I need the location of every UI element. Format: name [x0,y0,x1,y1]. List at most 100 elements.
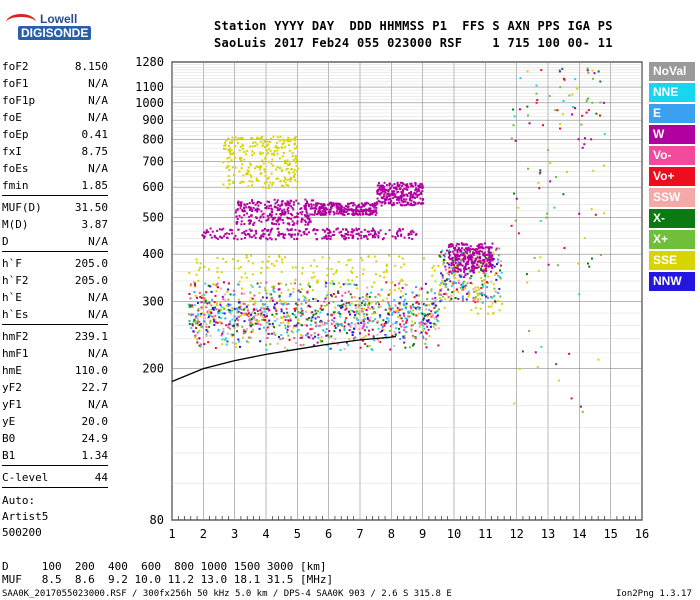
echo-point [329,208,332,211]
echo-point [320,304,323,307]
echo-point [578,212,581,215]
echo-point [489,254,492,257]
echo-point [463,276,466,279]
echo-point [256,166,259,169]
echo-point [474,296,477,299]
echo-point [338,231,341,234]
echo-point [270,227,273,230]
echo-point [599,80,602,83]
echo-point [272,181,275,184]
echo-point [403,329,406,332]
echo-point [554,175,557,178]
echo-point [449,243,452,246]
echo-point [268,309,271,312]
echo-point [268,233,271,236]
echo-point [293,216,296,219]
echo-point [263,318,266,321]
echo-point [297,298,300,301]
echo-point [452,261,455,264]
echo-point [243,209,246,212]
echo-point [264,289,267,292]
echo-point [598,114,601,117]
echo-point [399,296,402,299]
echo-point [234,211,237,214]
param-name: foF2 [2,60,29,73]
echo-point [461,295,464,298]
echo-point [396,231,399,234]
echo-point [330,268,333,271]
echo-point [215,236,218,239]
echo-point [312,314,315,317]
echo-point [254,209,257,212]
echo-point [494,273,497,276]
echo-point [360,206,363,209]
echo-point [375,201,378,204]
echo-point [414,337,417,340]
echo-point [289,178,292,181]
echo-point [337,205,340,208]
param-he: h`E N/A [2,289,108,306]
echo-point [378,316,381,319]
echo-point [330,335,333,338]
echo-point [434,304,437,307]
echo-point [295,324,298,327]
echo-point [378,188,381,191]
echo-point [209,314,212,317]
echo-point [401,204,404,207]
echo-point [230,333,233,336]
echo-point [339,286,342,289]
param-foe: foE N/A [2,109,108,126]
echo-point [205,335,208,338]
echo-point [438,254,441,257]
echo-point [333,324,336,327]
echo-point [266,337,269,340]
echo-point [458,263,461,266]
echo-point [464,264,467,267]
echo-point [232,325,235,328]
echo-point [358,203,361,206]
echo-point [323,323,326,326]
echo-point [300,336,303,339]
echo-point [377,293,380,296]
echo-point [365,313,368,316]
echo-point [462,285,465,288]
echo-point [330,201,333,204]
echo-point [446,262,449,265]
echo-point [426,315,429,318]
echo-point [384,320,387,323]
echo-point [250,313,253,316]
echo-point [477,252,480,255]
echo-point [253,152,256,155]
echo-point [273,306,276,309]
echo-point [451,245,454,248]
echo-point [387,303,390,306]
echo-point [341,228,344,231]
echo-point [295,186,298,189]
echo-point [256,136,259,139]
echo-point [338,211,341,214]
echo-point [232,180,235,183]
echo-point [265,205,268,208]
echo-point [317,325,320,328]
echo-point [445,278,448,281]
echo-point [255,137,258,140]
echo-point [245,254,248,257]
echo-point [321,323,324,326]
echo-point [260,311,263,314]
echo-point [310,264,313,267]
echo-point [585,111,588,114]
x-tick-label: 11 [478,527,492,541]
echo-point [270,297,273,300]
echo-point [245,312,248,315]
echo-point [270,238,273,241]
echo-point [227,326,230,329]
echo-point [309,328,312,331]
echo-point [362,325,365,328]
echo-point [357,312,360,315]
echo-point [296,212,299,215]
echo-point [310,276,313,279]
echo-point [260,235,263,238]
echo-point [403,323,406,326]
echo-point [547,149,550,152]
echo-point [517,232,520,235]
